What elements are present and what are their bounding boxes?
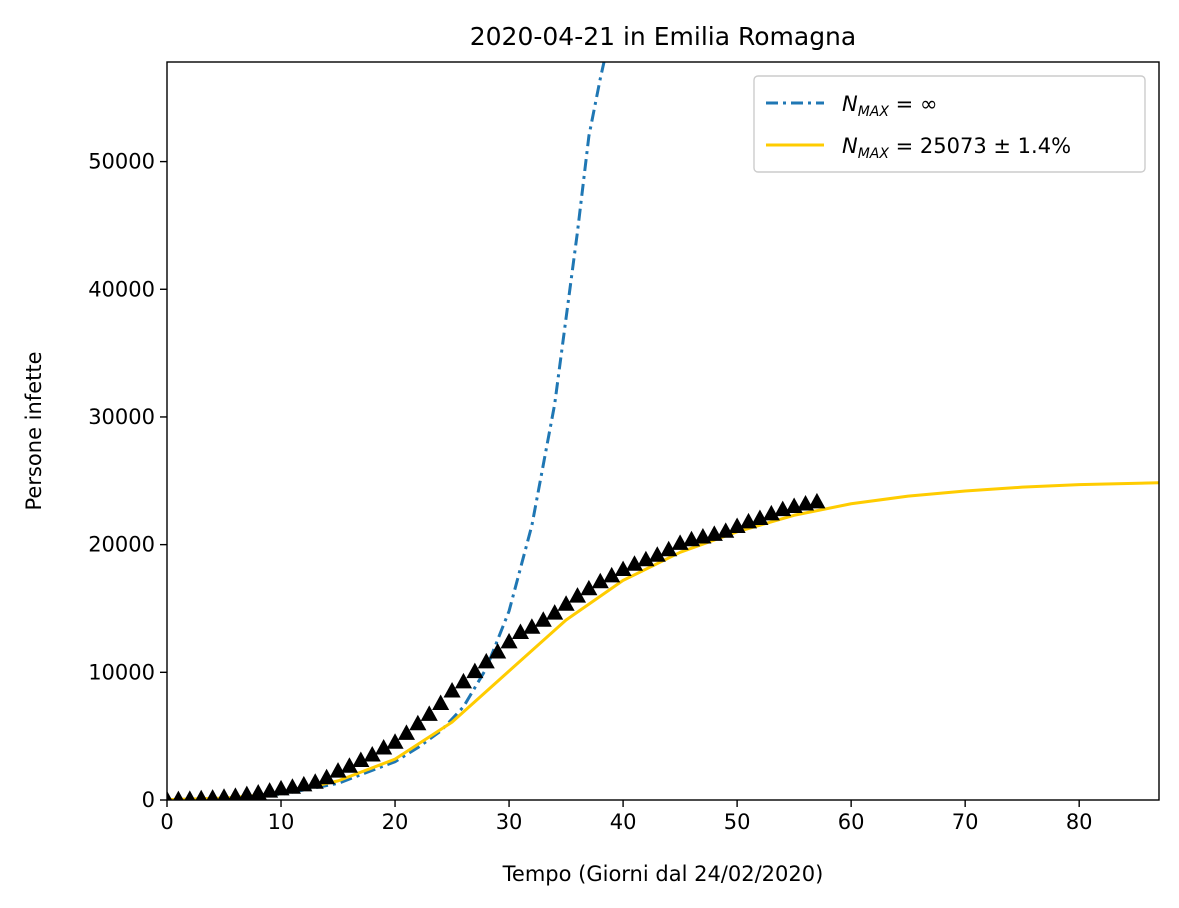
data-point <box>329 762 347 778</box>
data-point <box>534 611 552 627</box>
x-tick-label: 50 <box>724 810 751 834</box>
data-point <box>167 790 173 800</box>
y-tick-label: 10000 <box>88 660 155 684</box>
y-axis-label: Persone infette <box>22 351 46 510</box>
x-axis-label: Tempo (Giorni dal 24/02/2020) <box>502 862 824 886</box>
data-point <box>591 572 609 589</box>
data-point <box>173 790 184 800</box>
data-point <box>228 787 243 800</box>
data-point <box>454 672 473 689</box>
x-tick-label: 60 <box>838 810 865 834</box>
x-tick-label: 70 <box>952 810 979 834</box>
x-tick-label: 80 <box>1066 810 1093 834</box>
legend: NMAX = ∞ NMAX = 25073 ± 1.4% <box>753 75 1146 173</box>
data-point <box>375 739 393 755</box>
data-point <box>352 751 370 767</box>
x-tick-label: 10 <box>268 810 295 834</box>
data-point <box>443 682 461 698</box>
series-line-logistic <box>167 481 1159 800</box>
data-point <box>340 757 358 773</box>
data-point <box>184 790 196 800</box>
data-point <box>306 773 324 789</box>
x-tick-label: 20 <box>382 810 409 834</box>
y-tick-label: 20000 <box>88 533 155 557</box>
data-point <box>762 504 780 521</box>
data-point <box>238 785 255 800</box>
data-point <box>477 652 495 669</box>
data-point <box>386 733 404 749</box>
x-tick-label: 40 <box>610 810 637 834</box>
y-tick-label: 30000 <box>88 405 155 429</box>
data-point <box>523 618 541 634</box>
x-tick-label: 30 <box>496 810 523 834</box>
data-point <box>206 789 219 800</box>
series-layer <box>167 62 1159 800</box>
data-point <box>557 595 575 611</box>
data-point <box>751 509 769 526</box>
data-point <box>568 587 587 603</box>
data-point <box>195 789 207 800</box>
x-tick-label: 0 <box>160 810 173 834</box>
plot-area <box>166 61 1160 801</box>
data-point <box>397 724 415 740</box>
data-point <box>603 566 621 583</box>
data-point <box>717 522 735 538</box>
data-point <box>432 694 450 711</box>
data-point <box>217 788 231 800</box>
data-point <box>808 492 826 509</box>
data-point <box>728 517 746 533</box>
data-point <box>580 579 598 596</box>
data-point <box>466 662 484 679</box>
data-point <box>489 643 507 659</box>
data-point <box>660 540 678 557</box>
data-point <box>420 705 438 721</box>
data-point <box>511 623 530 639</box>
legend-entry: NMAX = 25073 ± 1.4% <box>842 134 1071 162</box>
data-point <box>637 550 655 567</box>
data-point <box>363 746 381 762</box>
series-line-unbounded <box>167 62 606 800</box>
x-axis: 0 10 20 30 40 50 60 70 80 <box>160 800 1093 834</box>
y-tick-label: 40000 <box>88 277 155 301</box>
y-axis: 0 10000 20000 30000 40000 50000 <box>88 150 167 812</box>
data-point <box>318 768 336 785</box>
y-tick-label: 0 <box>142 788 155 812</box>
data-point <box>648 546 666 562</box>
legend-entry: NMAX = ∞ <box>842 92 937 120</box>
data-point <box>625 555 644 571</box>
plot-frame <box>166 61 1160 801</box>
chart-title: 2020-04-21 in Emilia Romagna <box>470 22 856 51</box>
legend-box <box>753 75 1146 173</box>
data-point <box>614 560 632 577</box>
y-tick-label: 50000 <box>88 150 155 174</box>
data-point <box>409 714 427 731</box>
data-point <box>546 604 564 620</box>
data-point <box>500 632 518 649</box>
